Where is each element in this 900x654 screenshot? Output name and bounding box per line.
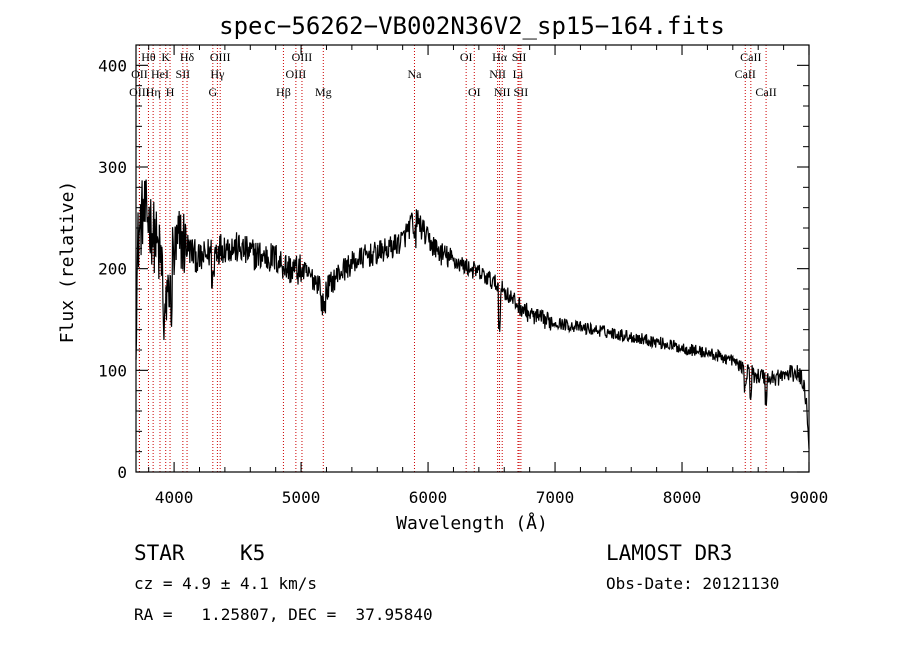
y-tick-label: 0 (117, 463, 127, 482)
line-marker-label: Li (513, 67, 524, 81)
line-marker-label: SII (176, 67, 191, 81)
line-marker-label: K (161, 50, 170, 64)
line-marker-label: H (166, 85, 175, 99)
y-tick-label: 300 (98, 158, 127, 177)
line-marker-label: Hδ (180, 50, 195, 64)
line-marker-label: OIII (292, 50, 313, 64)
subclass: K5 (240, 541, 265, 565)
x-axis-ticks: 4000 5000 6000 7000 8000 9000 (148, 45, 829, 507)
line-marker-label: CaII (740, 50, 761, 64)
line-marker-label: OI (468, 85, 481, 99)
x-axis-label: Wavelength (Å) (396, 512, 548, 534)
line-marker-label: NII (494, 85, 511, 99)
survey-name: LAMOST DR3 (606, 541, 732, 565)
line-marker-label: HeI (151, 67, 169, 81)
line-marker-label: NII (489, 67, 506, 81)
line-marker-label: OII (131, 67, 148, 81)
x-tick-label: 4000 (155, 488, 194, 507)
y-tick-label: 400 (98, 56, 127, 75)
line-marker-label: Na (407, 67, 422, 81)
spectrum-line (135, 179, 810, 449)
observation-date: Obs-Date: 20121130 (606, 574, 779, 593)
x-tick-label: 9000 (790, 488, 829, 507)
y-axis-label: Flux (relative) (57, 181, 78, 344)
y-tick-label: 200 (98, 260, 127, 279)
line-marker-label: SII (514, 85, 529, 99)
y-tick-label: 100 (98, 361, 127, 380)
line-marker-label: OIII (210, 50, 231, 64)
line-marker-label: Hη (146, 85, 161, 99)
x-tick-label: 6000 (409, 488, 448, 507)
chart-title: spec−56262−VB002N36V2_sp15−164.fits (219, 12, 725, 40)
x-tick-label: 8000 (663, 488, 702, 507)
line-marker-label: G (208, 85, 217, 99)
line-marker-label: SII (512, 50, 527, 64)
redshift: cz = 4.9 ± 4.1 km/s (134, 574, 317, 593)
line-marker-label: Hβ (276, 85, 291, 99)
coordinates: RA = 1.25807, DEC = 37.95840 (134, 605, 433, 624)
line-marker-label: Hα (492, 50, 508, 64)
line-marker-label: CaII (735, 67, 756, 81)
line-marker-label: OIII (286, 67, 307, 81)
plot-frame (135, 44, 810, 473)
line-marker-label: Mg (315, 85, 332, 99)
x-tick-label: 7000 (536, 488, 575, 507)
line-marker-label: OI (460, 50, 473, 64)
line-marker-label: CaII (755, 85, 776, 99)
x-tick-label: 5000 (282, 488, 321, 507)
line-marker-label: OIII (129, 85, 150, 99)
object-class: STAR (134, 541, 185, 565)
spectral-line-markers (138, 45, 767, 472)
line-marker-label: Hθ (141, 50, 156, 64)
line-marker-label: Hγ (210, 67, 225, 81)
y-axis-ticks: 0 100 200 300 400 (98, 56, 809, 482)
